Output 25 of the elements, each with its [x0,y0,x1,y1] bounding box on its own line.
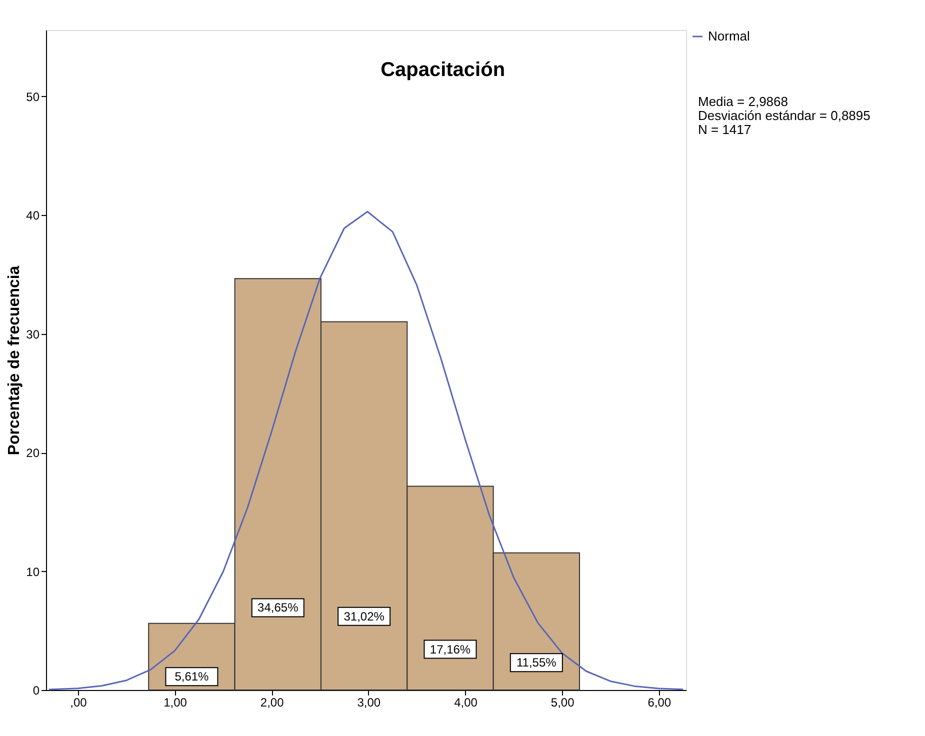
y-tick-label: 50 [26,90,40,104]
text: Media = 2,9868 [698,94,788,109]
line-series [48,210,684,690]
data-label: 34,65% [258,600,299,615]
data-label: 5,61% [174,670,210,684]
x-tick-label: 6,00 [648,696,672,710]
x-tick-label: 5,00 [550,696,575,710]
x-tick-label: 2,00 [260,696,284,710]
y-tick-label: 10 [26,564,40,579]
text: Capacitación [380,59,506,81]
legend-label: Normal [708,28,750,44]
x-tick-label: ,00 [70,696,88,710]
y-tick-label: 20 [26,446,40,460]
data-label: 31,02% [344,609,385,624]
x-tick-label: 1,00 [164,696,188,710]
data-label: 11,55% [516,656,557,670]
text: Desviación estándar = 0,8895 [698,108,870,123]
y-tick-label: 30 [26,327,40,342]
y-tick-label: 0 [32,684,40,698]
text: N = 1417 [698,122,752,137]
data-label: 17,16% [430,642,471,656]
x-tick-label: 3,00 [357,696,381,710]
y-tick-label: 40 [26,208,40,223]
x-tick-label: 4,00 [454,696,478,710]
y-axis-title: Porcentaje de frecuencia [6,266,24,456]
